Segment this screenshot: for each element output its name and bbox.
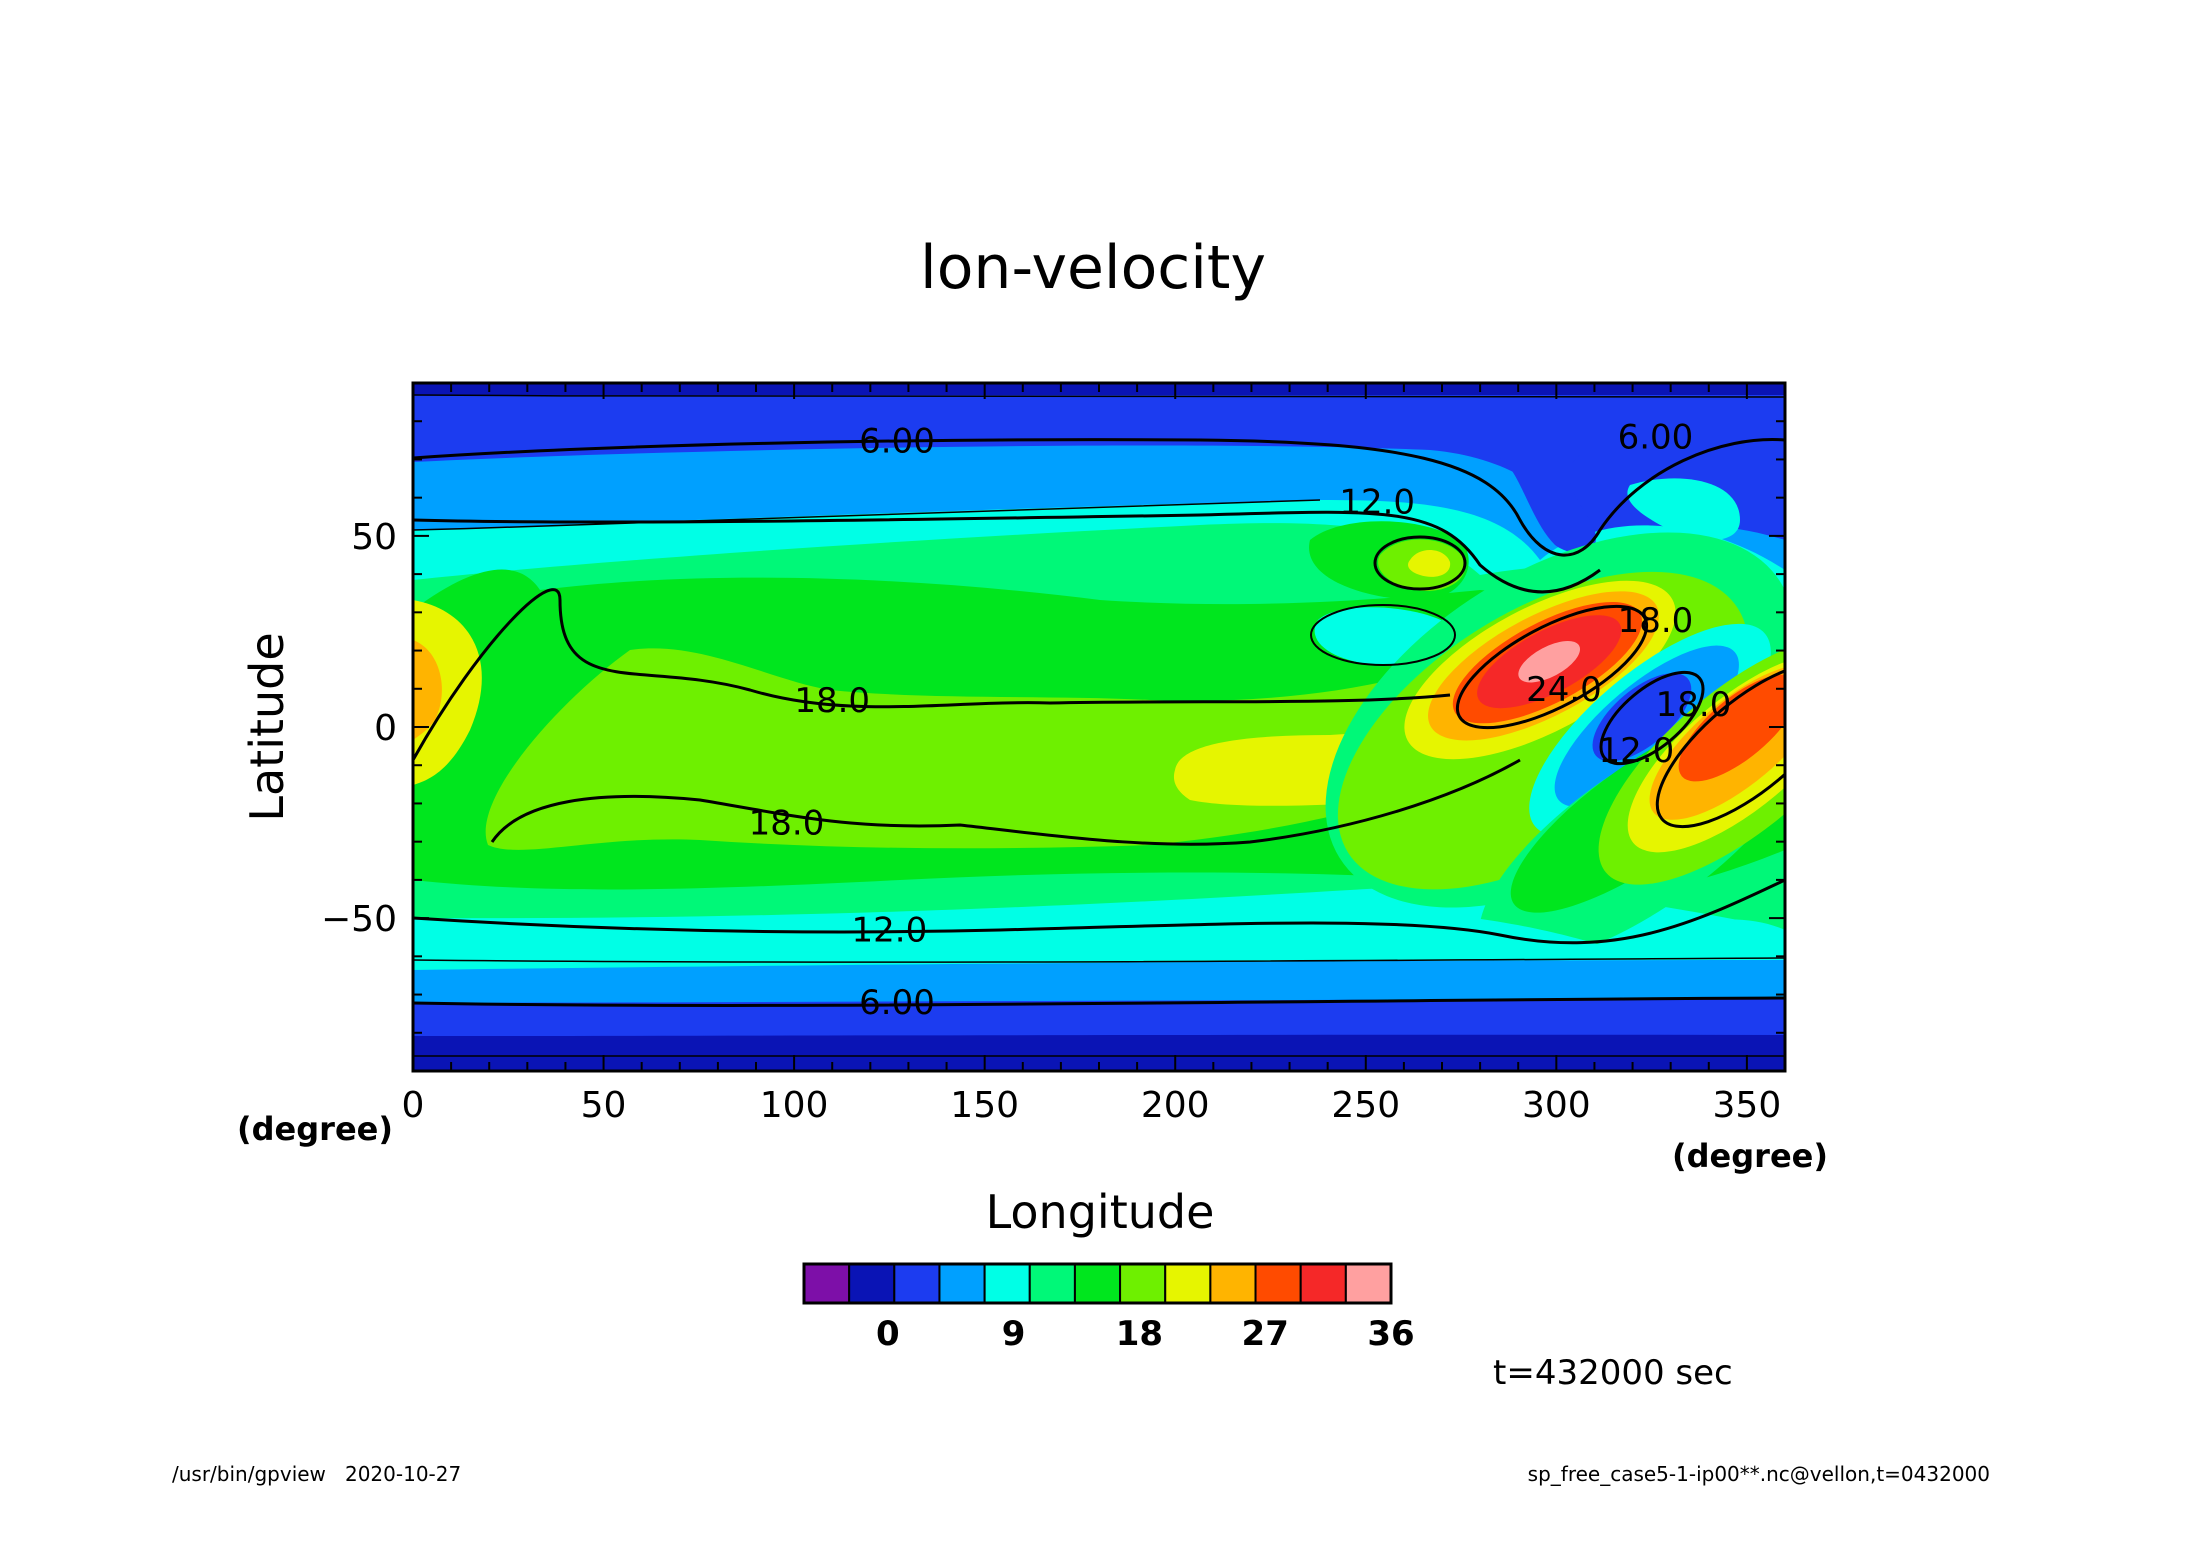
footer-left: /usr/bin/gpview 2020-10-27 [172, 1462, 461, 1486]
x-tick-label: 0 [402, 1085, 425, 1126]
contour-label-text: 18.0 [1618, 601, 1694, 641]
contour-ring-n1 [1373, 535, 1467, 591]
contour-label-text: 18.0 [794, 681, 870, 721]
trough-north-blue [1500, 455, 1596, 553]
colorbar-swatch [983, 1263, 1031, 1304]
colorbar-swatch [893, 1263, 941, 1304]
contour-18-north [413, 588, 1451, 761]
contour-12-south [413, 878, 1785, 945]
contour-label: 18.0 [749, 804, 825, 844]
ridge-cyan-ne [1627, 478, 1740, 541]
x-unit-right: (degree) [1672, 1137, 1828, 1175]
contour-label-text: 12.0 [1339, 482, 1415, 522]
contour-label: 6.00 [859, 983, 935, 1023]
x-tick-label: 50 [581, 1085, 627, 1126]
contour-ring-high [1455, 604, 1649, 730]
colorbar-swatch [1028, 1263, 1076, 1304]
region-yellow-edge [413, 600, 482, 785]
contour-label-text: 18.0 [1656, 685, 1732, 725]
ridge-yellow-n [1408, 550, 1451, 577]
contour-label-text: 18.0 [749, 804, 825, 844]
high-east [1598, 635, 1785, 885]
band-polar-south-dark [413, 1034, 1785, 1071]
contour-18-south [490, 758, 1521, 846]
contour-thin-c [413, 957, 1785, 963]
colorbar-swatch [1119, 1263, 1167, 1304]
colorbar-swatch [1164, 1263, 1212, 1304]
colorbar-swatch [1254, 1263, 1302, 1304]
x-tick-label: 250 [1331, 1085, 1400, 1126]
colorbar-swatch [848, 1263, 896, 1304]
colorbar-swatch [1209, 1263, 1257, 1304]
contour-labels: 6.00 12.0 6.00 18.0 18.0 12.0 6.00 24.0 18.0 18.0… [749, 418, 1732, 1024]
contour-ring-n2 [1310, 604, 1456, 666]
x-tick-label: 200 [1141, 1085, 1210, 1126]
contour-label-text: 6.00 [1618, 418, 1694, 458]
plot-area: 6.00 12.0 6.00 18.0 18.0 12.0 6.00 24.0 18.0 18.0… [413, 383, 1785, 1071]
colorbar-tick-label: 0 [876, 1314, 900, 1354]
contour-label: 12.0 [1599, 731, 1675, 771]
footer-right: sp_free_case5-1-ip00**.nc@vellon,t=04320… [1528, 1462, 1990, 1486]
colorbar-tick-label: 36 [1367, 1314, 1414, 1354]
colorbar-swatch [938, 1263, 986, 1304]
contour-label: 18.0 [1618, 601, 1694, 641]
x-tick-label: 350 [1713, 1085, 1782, 1126]
contour-label: 6.00 [1618, 418, 1694, 458]
region-orange-edge [413, 640, 442, 740]
x-unit-left: (degree) [237, 1110, 393, 1148]
contour-label-text: 6.00 [859, 983, 935, 1023]
x-tick-label: 100 [760, 1085, 829, 1126]
contour-label-text: 6.00 [859, 421, 935, 461]
low-blue [1592, 673, 1692, 762]
contour-label: 12.0 [852, 911, 928, 951]
contour-label-text: 12.0 [1599, 731, 1675, 771]
high-center [1404, 580, 1676, 760]
colorbar-swatch [1073, 1263, 1122, 1304]
contour-label: 18.0 [794, 681, 870, 721]
x-axis-label: Longitude [986, 1185, 1215, 1239]
high-pink [1518, 640, 1581, 683]
chart-title: lon-velocity [920, 233, 1266, 303]
contour-label: 24.0 [1526, 670, 1602, 710]
y-tick-label: 0 [374, 708, 397, 749]
colorbar [802, 1262, 1393, 1305]
contour-label: 12.0 [1339, 482, 1415, 522]
y-tick-label: −50 [321, 899, 397, 940]
y-axis-label: Latitude [240, 632, 294, 821]
contour-label-text: 24.0 [1526, 670, 1602, 710]
time-label: t=432000 sec [1493, 1353, 1733, 1393]
tick-marks [412, 382, 1786, 1072]
colorbar-tick-label: 27 [1242, 1314, 1289, 1354]
contour-ring-low [1599, 670, 1705, 766]
colorbar-swatch [1299, 1263, 1347, 1304]
x-tick-label: 150 [950, 1085, 1019, 1126]
colorbar-tick-labels: 0 9 18 27 36 [876, 1314, 1415, 1354]
contour-6-north [413, 438, 1785, 557]
contour-6-south [413, 996, 1785, 1007]
contour-label: 18.0 [1656, 685, 1732, 725]
contour-label-text: 12.0 [852, 911, 928, 951]
colorbar-swatch [1344, 1263, 1393, 1304]
low-center [1529, 623, 1771, 837]
contour-lines [413, 394, 1785, 1057]
contour-ring-east [1655, 661, 1785, 829]
x-tick-label: 300 [1522, 1085, 1591, 1126]
colorbar-swatch [803, 1263, 851, 1304]
colorbar-frame [802, 1262, 1393, 1305]
contour-12-north [413, 510, 1601, 594]
y-tick-label: 50 [351, 517, 397, 558]
colorbar-tick-label: 9 [1002, 1314, 1026, 1354]
east-darkorange [1678, 674, 1785, 782]
x-tick-labels: 0 50 100 150 200 250 300 350 [402, 1085, 1782, 1126]
y-tick-labels: 50 0 −50 [321, 517, 397, 940]
colorbar-tick-label: 18 [1116, 1314, 1163, 1354]
contour-label: 6.00 [859, 421, 935, 461]
